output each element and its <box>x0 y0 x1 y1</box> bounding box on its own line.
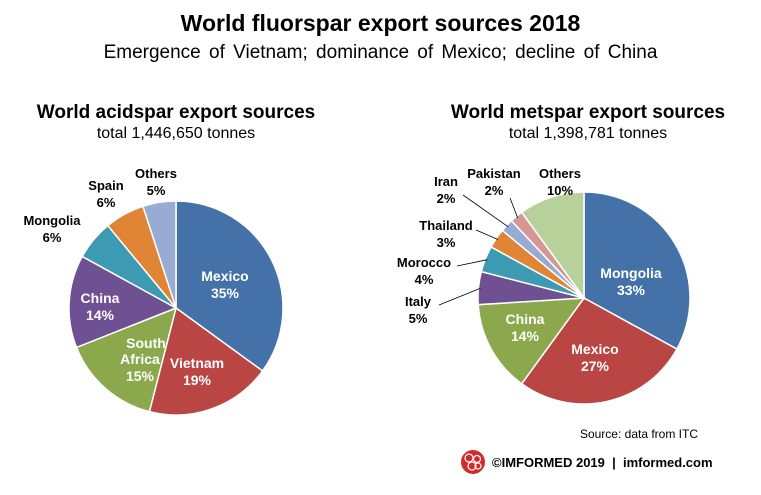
metspar-slice-mexico-value-label: 27% <box>581 358 610 374</box>
metspar-slice-others <box>520 191 585 301</box>
metspar-slice-morocco-name-label: Morocco <box>397 255 451 270</box>
acidspar-slice-others-value-label: 5% <box>147 183 166 198</box>
acidspar-slice-china-value-label: 14% <box>86 307 115 323</box>
acidspar-slice-vietnam <box>148 306 264 416</box>
metspar-slice-mexico-name-label: Mexico <box>571 341 618 357</box>
acidspar-slice-spain-name-label: Spain <box>88 178 123 193</box>
metspar-chart-subtitle: total 1,398,781 tonnes <box>509 125 667 142</box>
page-title: World fluorspar export sources 2018 <box>180 10 581 36</box>
acidspar-slice-mexico-value-label: 35% <box>211 285 240 301</box>
metspar-slice-mongolia <box>583 191 691 351</box>
metspar-slice-thailand-leader-line <box>475 229 499 240</box>
acidspar-slice-vietnam-value-label: 19% <box>183 372 212 388</box>
acidspar-chart-subtitle: total 1,446,650 tonnes <box>97 125 255 142</box>
acidspar-chart-title: World acidspar export sources <box>37 102 315 123</box>
metspar-slice-morocco-leader-line <box>456 259 488 267</box>
acidspar-slice-south-africa-value-label: 15% <box>126 368 155 384</box>
brand-text: ©IMFORMED 2019 | imformed.com <box>492 455 713 470</box>
acidspar-slice-mexico-name-label: Mexico <box>201 268 248 284</box>
metspar-slice-iran-name-label: Iran <box>434 174 458 189</box>
acidspar-slice-others <box>141 200 177 309</box>
metspar-slice-italy-name-label: Italy <box>405 294 432 309</box>
imformed-logo-icon <box>461 450 485 474</box>
acidspar-slice-spain-value-label: 6% <box>97 195 116 210</box>
metspar-slice-italy-leader-line <box>438 287 481 306</box>
metspar-slice-iran-leader-line <box>462 194 509 228</box>
metspar-slice-pakistan-value-label: 2% <box>485 183 504 198</box>
page-subtitle: Emergence of Vietnam; dominance of Mexic… <box>103 42 658 63</box>
acidspar-slice-south-africa-name-label: Africa <box>120 351 160 367</box>
metspar-slice-mongolia-value-label: 33% <box>617 282 646 298</box>
metspar-slice-china <box>477 297 586 385</box>
acidspar-slice-vietnam-name-label: Vietnam <box>170 355 224 371</box>
metspar-slice-others-value-label: 10% <box>547 183 573 198</box>
acidspar-slice-china-name-label: China <box>81 290 120 306</box>
metspar-slice-china-value-label: 14% <box>511 328 540 344</box>
metspar-slice-italy-value-label: 5% <box>409 311 428 326</box>
acidspar-slice-china <box>68 255 178 349</box>
metspar-slice-others-name-label: Others <box>539 166 581 181</box>
metspar-slice-thailand-value-label: 3% <box>437 235 456 250</box>
source-note: Source: data from ITC <box>580 427 698 441</box>
metspar-chart-title: World metspar export sources <box>451 102 725 123</box>
metspar-slice-pakistan-name-label: Pakistan <box>467 166 521 181</box>
metspar-slice-mexico <box>520 297 678 405</box>
acidspar-slice-others-name-label: Others <box>135 166 177 181</box>
metspar-slice-china-name-label: China <box>506 311 545 327</box>
acidspar-slice-mongolia-value-label: 6% <box>43 230 62 245</box>
metspar-slice-iran-value-label: 2% <box>437 191 456 206</box>
acidspar-slice-south-africa-name-label: South <box>126 335 166 351</box>
metspar-slice-morocco-value-label: 4% <box>415 272 434 287</box>
metspar-slice-pakistan-leader-line <box>509 197 519 219</box>
metspar-slice-thailand-name-label: Thailand <box>419 218 473 233</box>
acidspar-slice-mongolia-name-label: Mongolia <box>23 213 81 228</box>
acidspar-slice-mexico <box>175 200 284 372</box>
metspar-slice-mongolia-name-label: Mongolia <box>600 265 662 281</box>
acidspar-slice-south-africa <box>75 306 178 413</box>
